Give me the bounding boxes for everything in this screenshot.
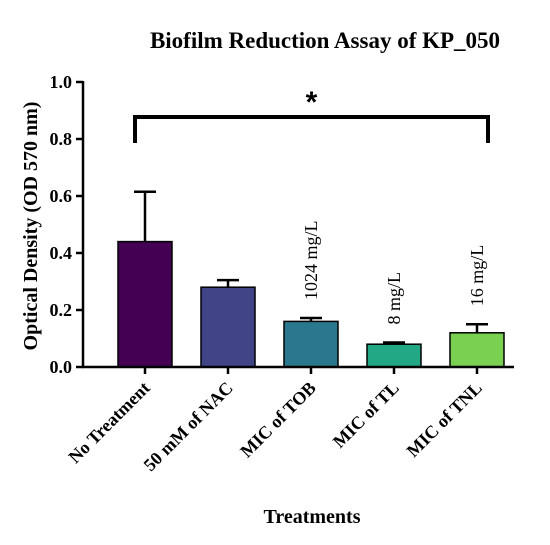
bar — [283, 320, 339, 368]
x-tick-label: MIC of TNL — [403, 378, 486, 461]
x-axis-label: Treatments — [263, 506, 360, 528]
x-tick-label: MIC of TOB — [236, 378, 320, 462]
y-axis-label: Optical Density (OD 570 nm) — [20, 102, 42, 351]
bar-annotation: 1024 mg/L — [301, 220, 321, 300]
bar-annotation: 8 mg/L — [384, 272, 404, 325]
y-tick-label: 0.4 — [50, 243, 73, 263]
x-tick-label: No Treatment — [64, 378, 153, 467]
y-tick-label: 0.8 — [50, 129, 73, 149]
chart-title: Biofilm Reduction Assay of KP_050 — [150, 28, 500, 53]
significance-bracket — [133, 115, 490, 143]
x-tick-label: 50 mM of NAC — [140, 378, 237, 475]
y-tick-label: 0.2 — [50, 300, 73, 320]
significance-marker: * — [306, 86, 318, 119]
bar — [366, 343, 422, 368]
bar — [200, 286, 256, 368]
bar — [449, 332, 505, 368]
y-tick-label: 0.6 — [50, 186, 73, 206]
bar-annotation: 16 mg/L — [467, 245, 487, 307]
x-tick-label: MIC of TL — [329, 378, 403, 452]
y-tick-label: 0.0 — [50, 357, 73, 377]
y-tick-label: 1.0 — [50, 72, 73, 92]
bar — [117, 240, 173, 368]
